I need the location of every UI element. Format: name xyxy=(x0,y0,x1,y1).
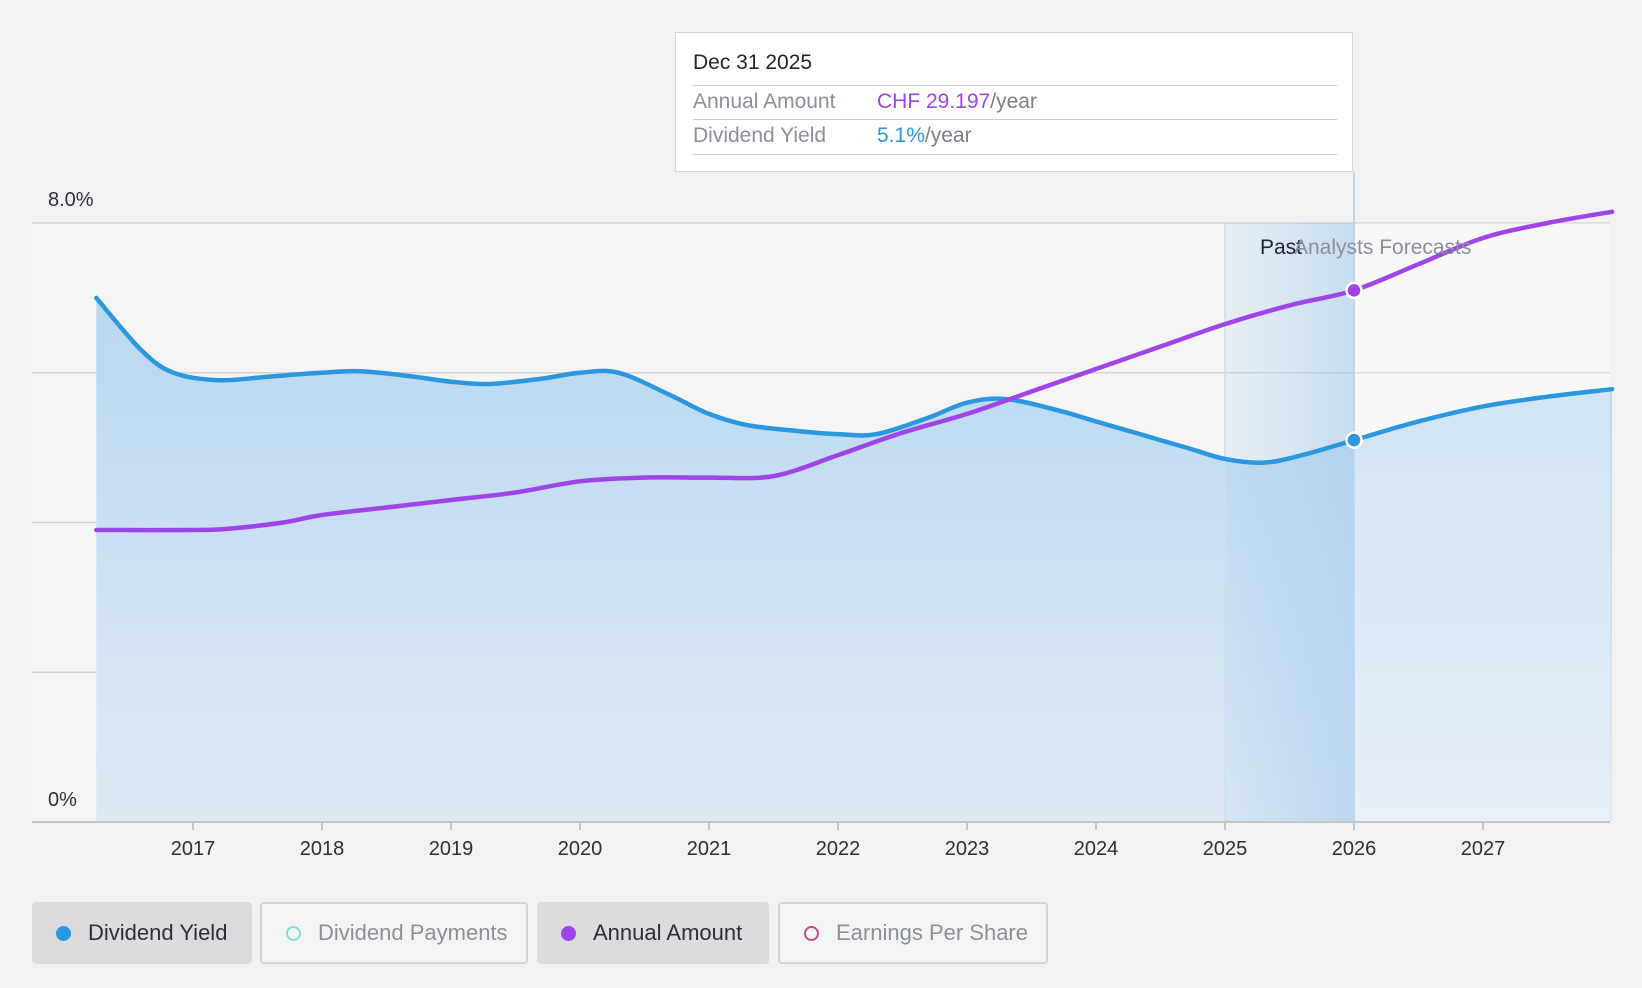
legend-hollow-dot-icon xyxy=(804,925,819,941)
y-axis-max-label: 8.0% xyxy=(48,189,94,211)
x-tick-label: 2018 xyxy=(300,838,345,860)
legend-dot-icon xyxy=(561,925,576,941)
tooltip-value: CHF 29.197 xyxy=(877,90,991,113)
tooltip-date: Dec 31 2025 xyxy=(693,51,813,74)
past-highlight-band xyxy=(1225,223,1354,822)
legend-hollow-dot-icon xyxy=(286,925,301,941)
legend-earnings-per-share-button[interactable]: Earnings Per Share xyxy=(778,902,1048,964)
analysts-forecasts-label: Analysts Forecasts xyxy=(1294,236,1471,259)
tooltip-label: Dividend Yield xyxy=(693,124,827,147)
tooltip-suffix: /year xyxy=(990,90,1037,113)
x-tick-label: 2020 xyxy=(558,838,603,860)
tooltip-row-dividend-yield: Dividend Yield 5.1%/year xyxy=(693,119,1337,155)
past-label: Past xyxy=(1260,236,1302,259)
tooltip-row-annual-amount: Annual Amount CHF 29.197/year xyxy=(693,85,1337,120)
legend-label: Dividend Payments xyxy=(318,920,508,945)
legend-dividend-payments-button[interactable]: Dividend Payments xyxy=(260,902,528,964)
y-axis-min-label: 0% xyxy=(48,789,77,811)
x-tick-label: 2025 xyxy=(1203,838,1248,860)
tooltip-value: 5.1% xyxy=(877,124,925,147)
dividend-chart: 2017 2018 2019 2020 2021 2022 2023 2024 2025 2026… xyxy=(32,172,1615,860)
tooltip-label: Annual Amount xyxy=(693,90,836,113)
x-tick-label: 2027 xyxy=(1461,838,1506,860)
legend-dividend-yield-button[interactable]: Dividend Yield xyxy=(32,902,252,964)
x-tick-label: 2021 xyxy=(687,838,732,860)
x-tick-label: 2026 xyxy=(1332,838,1377,860)
forecast-region xyxy=(1354,223,1610,822)
legend-label: Annual Amount xyxy=(593,920,743,945)
annual-amount-point xyxy=(1345,281,1363,300)
x-tick-label: 2023 xyxy=(945,838,990,860)
legend-label: Earnings Per Share xyxy=(836,920,1028,945)
dividend-yield-point xyxy=(1345,431,1363,449)
legend-label: Dividend Yield xyxy=(88,920,228,945)
x-tick-label: 2017 xyxy=(171,838,216,860)
tooltip-suffix: /year xyxy=(924,124,972,147)
x-tick-label: 2024 xyxy=(1074,838,1119,860)
x-tick-label: 2019 xyxy=(429,838,474,860)
legend-annual-amount-button[interactable]: Annual Amount xyxy=(537,902,769,964)
chart-tooltip: Dec 31 2025 Annual Amount CHF 29.197/yea… xyxy=(675,32,1353,172)
dividend-yield-line xyxy=(94,295,1615,465)
x-tick-label: 2022 xyxy=(816,838,861,860)
legend-dot-icon xyxy=(56,925,71,941)
